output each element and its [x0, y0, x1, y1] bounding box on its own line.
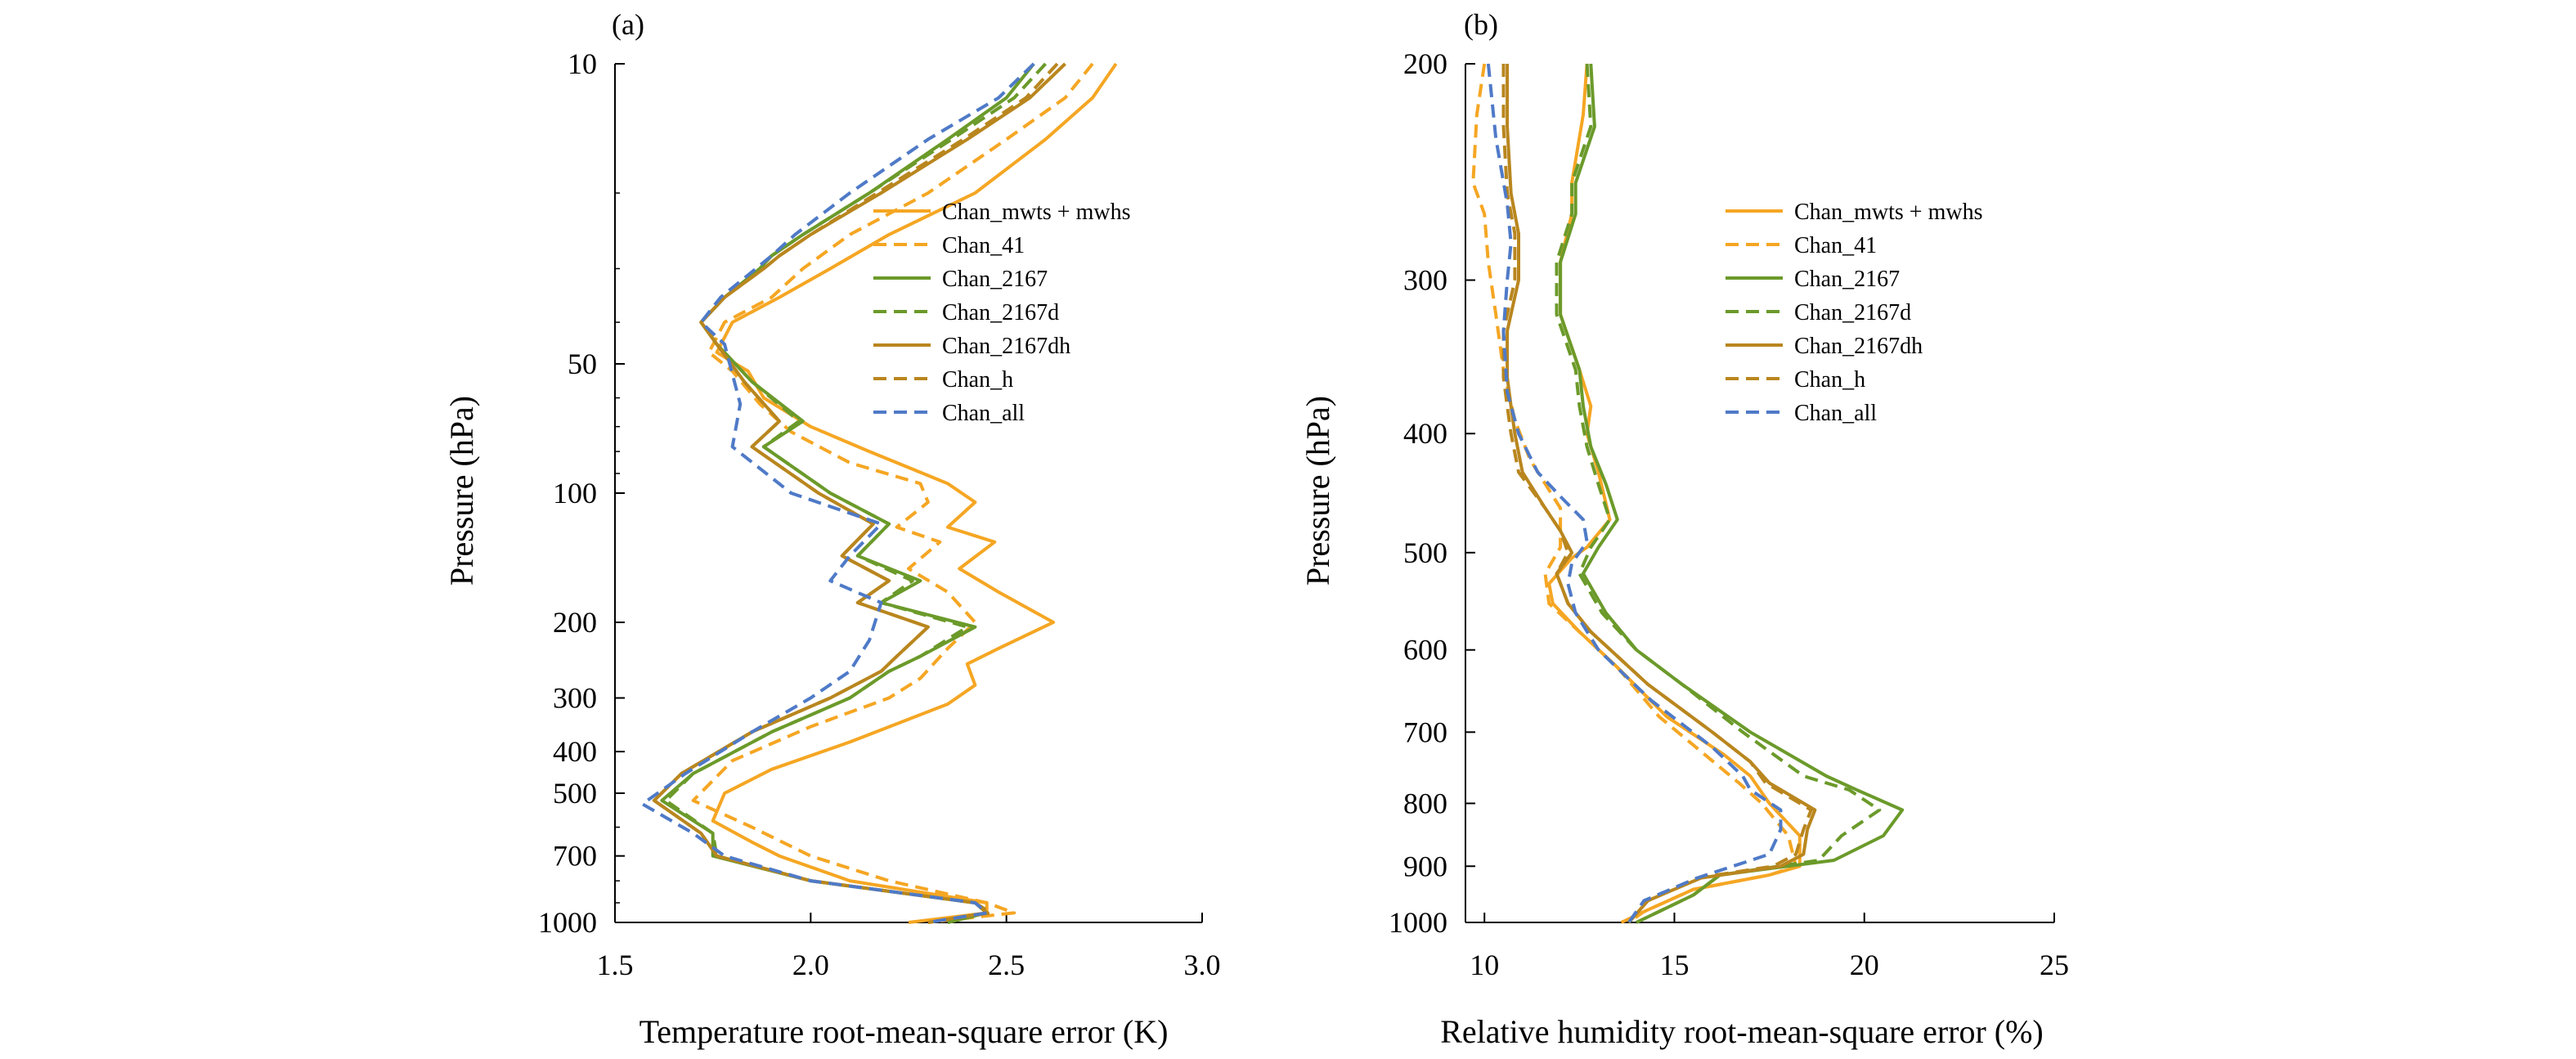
- panel-a-legend-label: Chan_2167d: [942, 300, 1059, 325]
- panel-b-x-tick-label: 20: [1850, 949, 1879, 981]
- panel-b-legend-label: Chan_2167dh: [1794, 334, 1923, 359]
- panel-a-series: [640, 62, 1118, 924]
- panel-a-y-tick-label: 1000: [538, 906, 597, 939]
- panel-b-y-tick-label: 600: [1403, 634, 1447, 666]
- panel-a-y-axis-label: Pressure (hPa): [443, 396, 480, 586]
- panel-b-series-chan-h: [1501, 64, 1813, 924]
- panel-a-series-chan-all: [640, 62, 1035, 924]
- panel-b-legend-label: Chan_h: [1794, 367, 1865, 393]
- panel-b-y-tick-label: 500: [1403, 536, 1447, 569]
- panel-b-y-tick-label: 900: [1403, 850, 1447, 882]
- panel-b-legend-label: Chan_2167: [1794, 267, 1900, 292]
- panel-a-x-tick-label: 3.0: [1184, 949, 1221, 981]
- panel-a-legend-label: Chan_h: [942, 367, 1013, 393]
- panel-b-y-tick-label: 400: [1403, 417, 1447, 450]
- panel-b-x-tick-label: 15: [1659, 949, 1689, 981]
- panel-b-y-tick-label: 200: [1403, 47, 1447, 80]
- panel-b-x-tick-label: 10: [1470, 949, 1499, 981]
- panel-b-series-chan-2167d: [1555, 63, 1882, 924]
- panel-a-y-tick-label: 10: [568, 47, 597, 80]
- panel-a-y-tick-label: 200: [553, 606, 597, 639]
- panel-b-y-tick-label: 1000: [1389, 906, 1447, 939]
- panel-b-x-axis-label: Relative humidity root-mean-square error…: [1440, 1013, 2044, 1050]
- panel-b-y-axis-label: Pressure (hPa): [1299, 396, 1336, 586]
- panel-b-y-tick-label: 700: [1403, 716, 1447, 748]
- panel-a-x-tick-label: 2.0: [792, 949, 829, 981]
- panel-a-series-chan-h: [652, 62, 1059, 924]
- panel-b-label: (b): [1464, 8, 1498, 41]
- panel-b-series-chan-2167dh: [1506, 64, 1817, 924]
- panel-a-legend-label: Chan_mwts + mwhs: [942, 200, 1130, 225]
- panel-a-x-tick-label: 2.5: [988, 949, 1025, 981]
- panel-b-legend-label: Chan_all: [1794, 401, 1877, 426]
- panel-a-series-chan-41: [691, 62, 1094, 924]
- panel-b-legend: Chan_mwts + mwhs Chan_41 Chan_2167 Chan_216…: [1726, 200, 1982, 426]
- panel-b-series: [1471, 63, 1905, 924]
- panel-b-legend-label: Chan_mwts + mwhs: [1794, 200, 1982, 225]
- panel-b-series-chan-all: [1486, 63, 1783, 924]
- panel-a-series-chan-mwts-mwhs: [711, 62, 1118, 924]
- panel-a-series-chan-2167d: [664, 62, 1047, 924]
- panel-b-x-tick-label: 25: [2040, 949, 2069, 981]
- panel-a-y-tick-label: 50: [568, 348, 597, 380]
- panel-a-y-tick-label: 500: [553, 777, 597, 810]
- panel-a-y-tick-label: 100: [553, 477, 597, 509]
- panel-a-x-tick-label: 1.5: [597, 949, 634, 981]
- panel-a-legend: Chan_mwts + mwhs Chan_41 Chan_2167 Chan_216…: [873, 200, 1130, 426]
- panel-b-y-tick-label: 800: [1403, 787, 1447, 819]
- panel-b-series-chan-2167: [1559, 63, 1905, 924]
- panel-a-x-axis-label: Temperature root-mean-square error (K): [640, 1013, 1169, 1050]
- panel-a-y-tick-label: 700: [553, 840, 597, 873]
- panel-a-legend-label: Chan_all: [942, 401, 1025, 426]
- panel-a-legend-label: Chan_41: [942, 233, 1025, 258]
- panel-b-legend-label: Chan_41: [1794, 233, 1877, 258]
- panel-a-y-tick-label: 400: [553, 735, 597, 768]
- panel-b-legend-label: Chan_2167d: [1794, 300, 1911, 325]
- panel-b: (b) 200 300 400 500 600 700 800 900 1000 10 15 20 25…: [1299, 8, 2069, 1050]
- panel-b-axes: 200 300 400 500 600 700 800 900 1000 10 15 20 25: [1389, 47, 2069, 981]
- panel-a-label: (a): [612, 8, 644, 41]
- panel-b-y-tick-label: 300: [1403, 264, 1447, 297]
- panel-a-y-tick-label: 300: [553, 681, 597, 714]
- panel-a-legend-label: Chan_2167dh: [942, 334, 1070, 359]
- panel-a-legend-label: Chan_2167: [942, 267, 1048, 292]
